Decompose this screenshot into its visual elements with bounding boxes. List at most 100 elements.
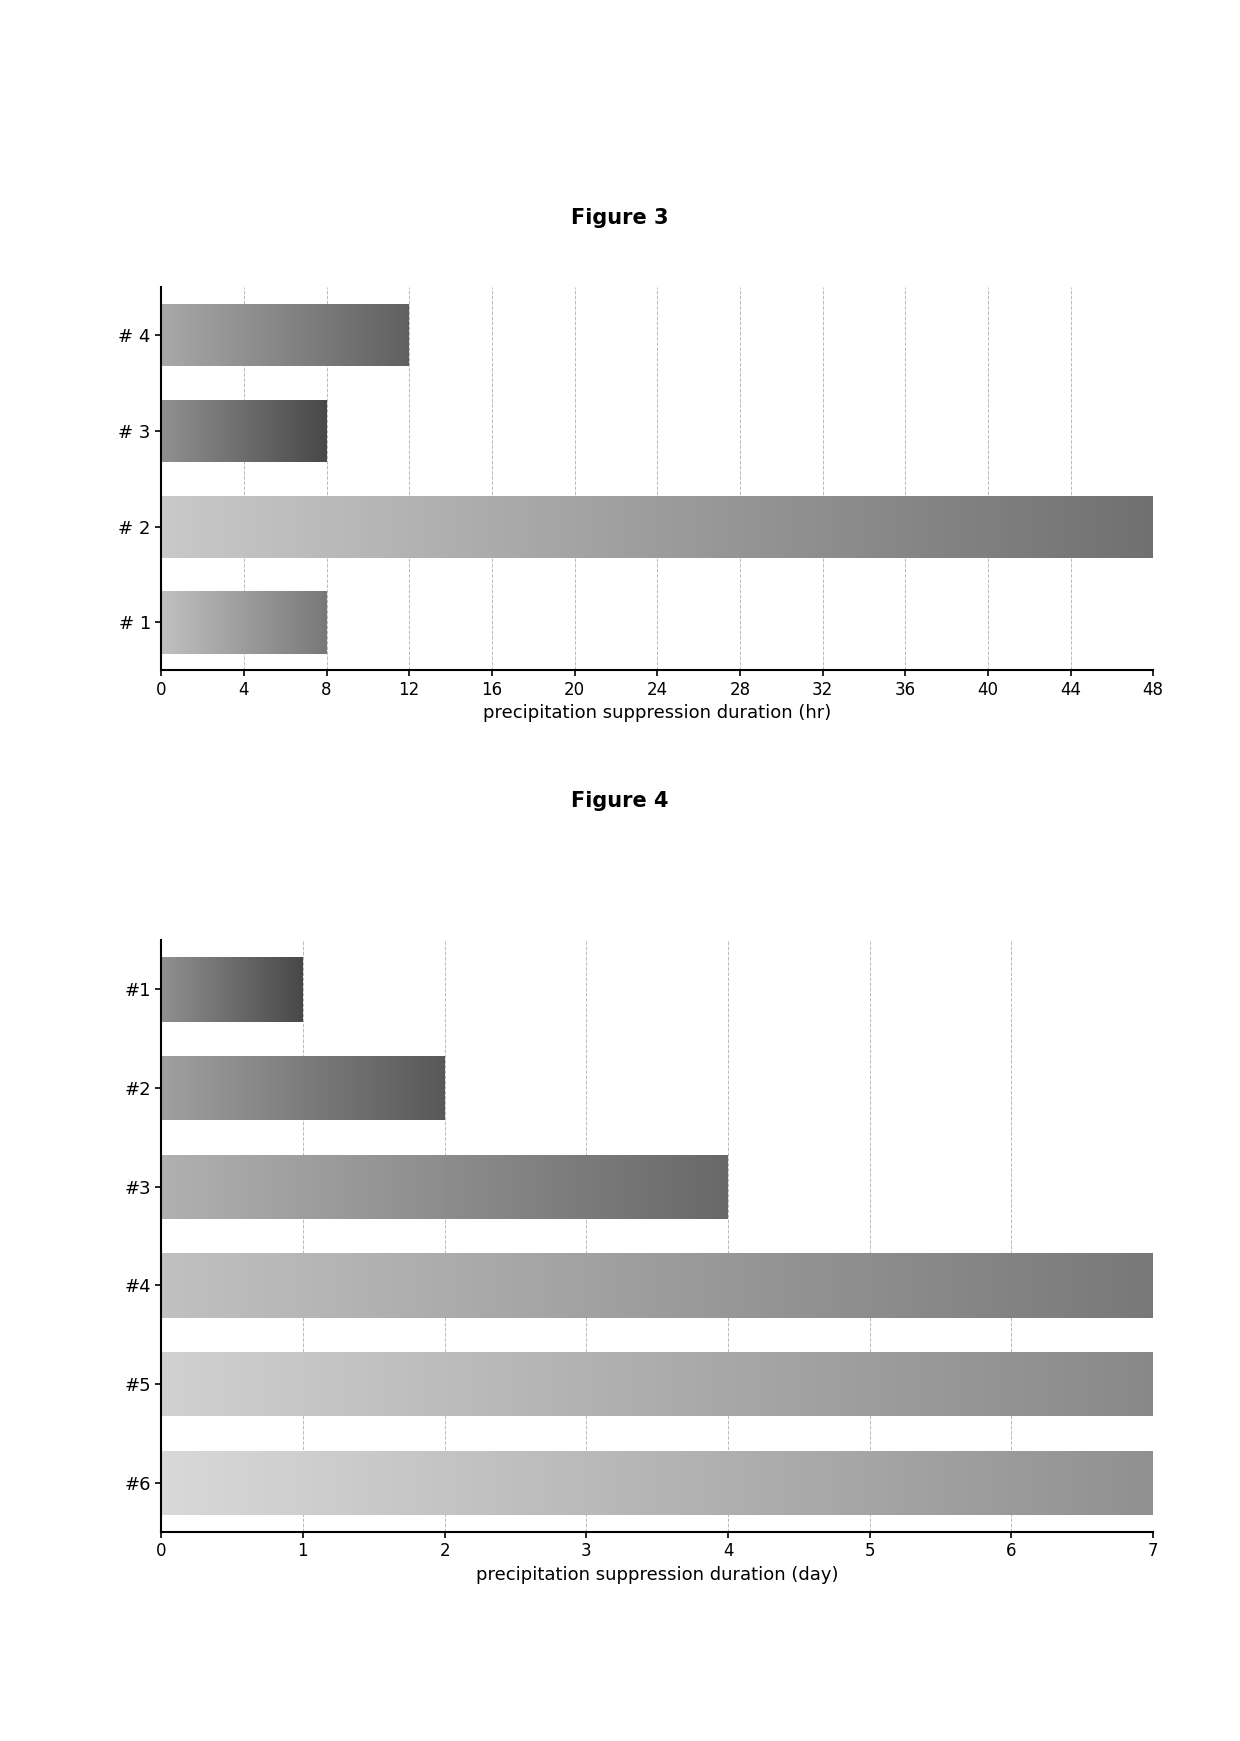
Bar <box>353 1154 357 1219</box>
Bar <box>627 1353 632 1415</box>
Bar <box>187 1057 188 1119</box>
Bar <box>826 1353 831 1415</box>
Bar <box>766 1353 771 1415</box>
Bar <box>223 1057 224 1119</box>
Bar <box>712 496 717 557</box>
Bar <box>1039 1353 1044 1415</box>
Bar <box>1084 496 1089 557</box>
Bar <box>714 1154 717 1219</box>
Bar <box>367 1057 368 1119</box>
Bar <box>265 496 270 557</box>
Bar <box>224 1057 227 1119</box>
Bar <box>766 1450 771 1515</box>
Bar <box>298 1154 300 1219</box>
Bar <box>409 1450 414 1515</box>
Bar <box>281 1057 283 1119</box>
Bar <box>870 496 875 557</box>
Bar <box>786 1353 791 1415</box>
Bar <box>179 305 180 366</box>
Bar <box>438 1057 439 1119</box>
Bar <box>444 1353 449 1415</box>
Bar <box>221 1254 226 1318</box>
Bar <box>444 1254 449 1318</box>
Bar <box>1079 496 1084 557</box>
Bar <box>167 305 169 366</box>
Bar <box>278 1057 279 1119</box>
Bar <box>176 1254 181 1318</box>
Bar <box>861 1450 866 1515</box>
Bar <box>208 305 210 366</box>
Bar <box>368 1057 370 1119</box>
Bar <box>370 305 371 366</box>
Bar <box>353 1057 356 1119</box>
Bar <box>296 305 298 366</box>
Bar <box>694 1154 697 1219</box>
Bar <box>166 1353 171 1415</box>
Bar <box>960 1353 965 1415</box>
Bar <box>1133 1450 1138 1515</box>
Bar <box>206 496 211 557</box>
Bar <box>315 1254 320 1318</box>
Bar <box>1128 496 1133 557</box>
Bar <box>181 1450 186 1515</box>
Bar <box>320 1254 325 1318</box>
Bar <box>417 1057 418 1119</box>
Bar <box>274 305 275 366</box>
Bar <box>1123 1353 1128 1415</box>
Bar <box>657 1450 662 1515</box>
Bar <box>198 305 200 366</box>
Bar <box>370 1057 371 1119</box>
Bar <box>895 1353 900 1415</box>
Bar <box>1109 1450 1114 1515</box>
Bar <box>851 1450 856 1515</box>
Bar <box>434 1450 439 1515</box>
Bar <box>970 1450 975 1515</box>
Bar <box>273 305 274 366</box>
Bar <box>414 1353 419 1415</box>
Bar <box>322 1057 324 1119</box>
Bar <box>389 1450 394 1515</box>
Bar <box>697 1450 702 1515</box>
Bar <box>250 1450 255 1515</box>
Bar <box>325 496 330 557</box>
Bar <box>234 1057 237 1119</box>
Bar <box>335 1450 340 1515</box>
Bar <box>627 496 632 557</box>
Bar <box>513 496 518 557</box>
Bar <box>250 496 255 557</box>
Bar <box>994 496 999 557</box>
Bar <box>518 1254 523 1318</box>
Bar <box>315 1353 320 1415</box>
Bar <box>254 1057 257 1119</box>
Bar <box>210 305 211 366</box>
Bar <box>238 1057 239 1119</box>
Bar <box>337 305 339 366</box>
Bar <box>558 1450 563 1515</box>
Bar <box>192 305 193 366</box>
Bar <box>404 305 405 366</box>
Bar <box>280 1450 285 1515</box>
Bar <box>945 1353 950 1415</box>
Bar <box>880 1254 885 1318</box>
Bar <box>350 1057 351 1119</box>
Bar <box>603 496 608 557</box>
Bar <box>260 1450 265 1515</box>
Bar <box>201 1057 202 1119</box>
Bar <box>781 1254 786 1318</box>
Bar <box>221 305 222 366</box>
Bar <box>279 1057 280 1119</box>
Bar <box>970 496 975 557</box>
Bar <box>207 1057 208 1119</box>
Bar <box>742 496 746 557</box>
Bar <box>732 496 737 557</box>
Bar <box>990 496 994 557</box>
Bar <box>1044 1353 1049 1415</box>
Bar <box>905 496 910 557</box>
Bar <box>1104 496 1109 557</box>
Bar <box>393 1057 396 1119</box>
Bar <box>165 305 166 366</box>
Bar <box>161 305 162 366</box>
Bar <box>368 305 370 366</box>
Bar <box>498 496 503 557</box>
Bar <box>1064 1353 1069 1415</box>
